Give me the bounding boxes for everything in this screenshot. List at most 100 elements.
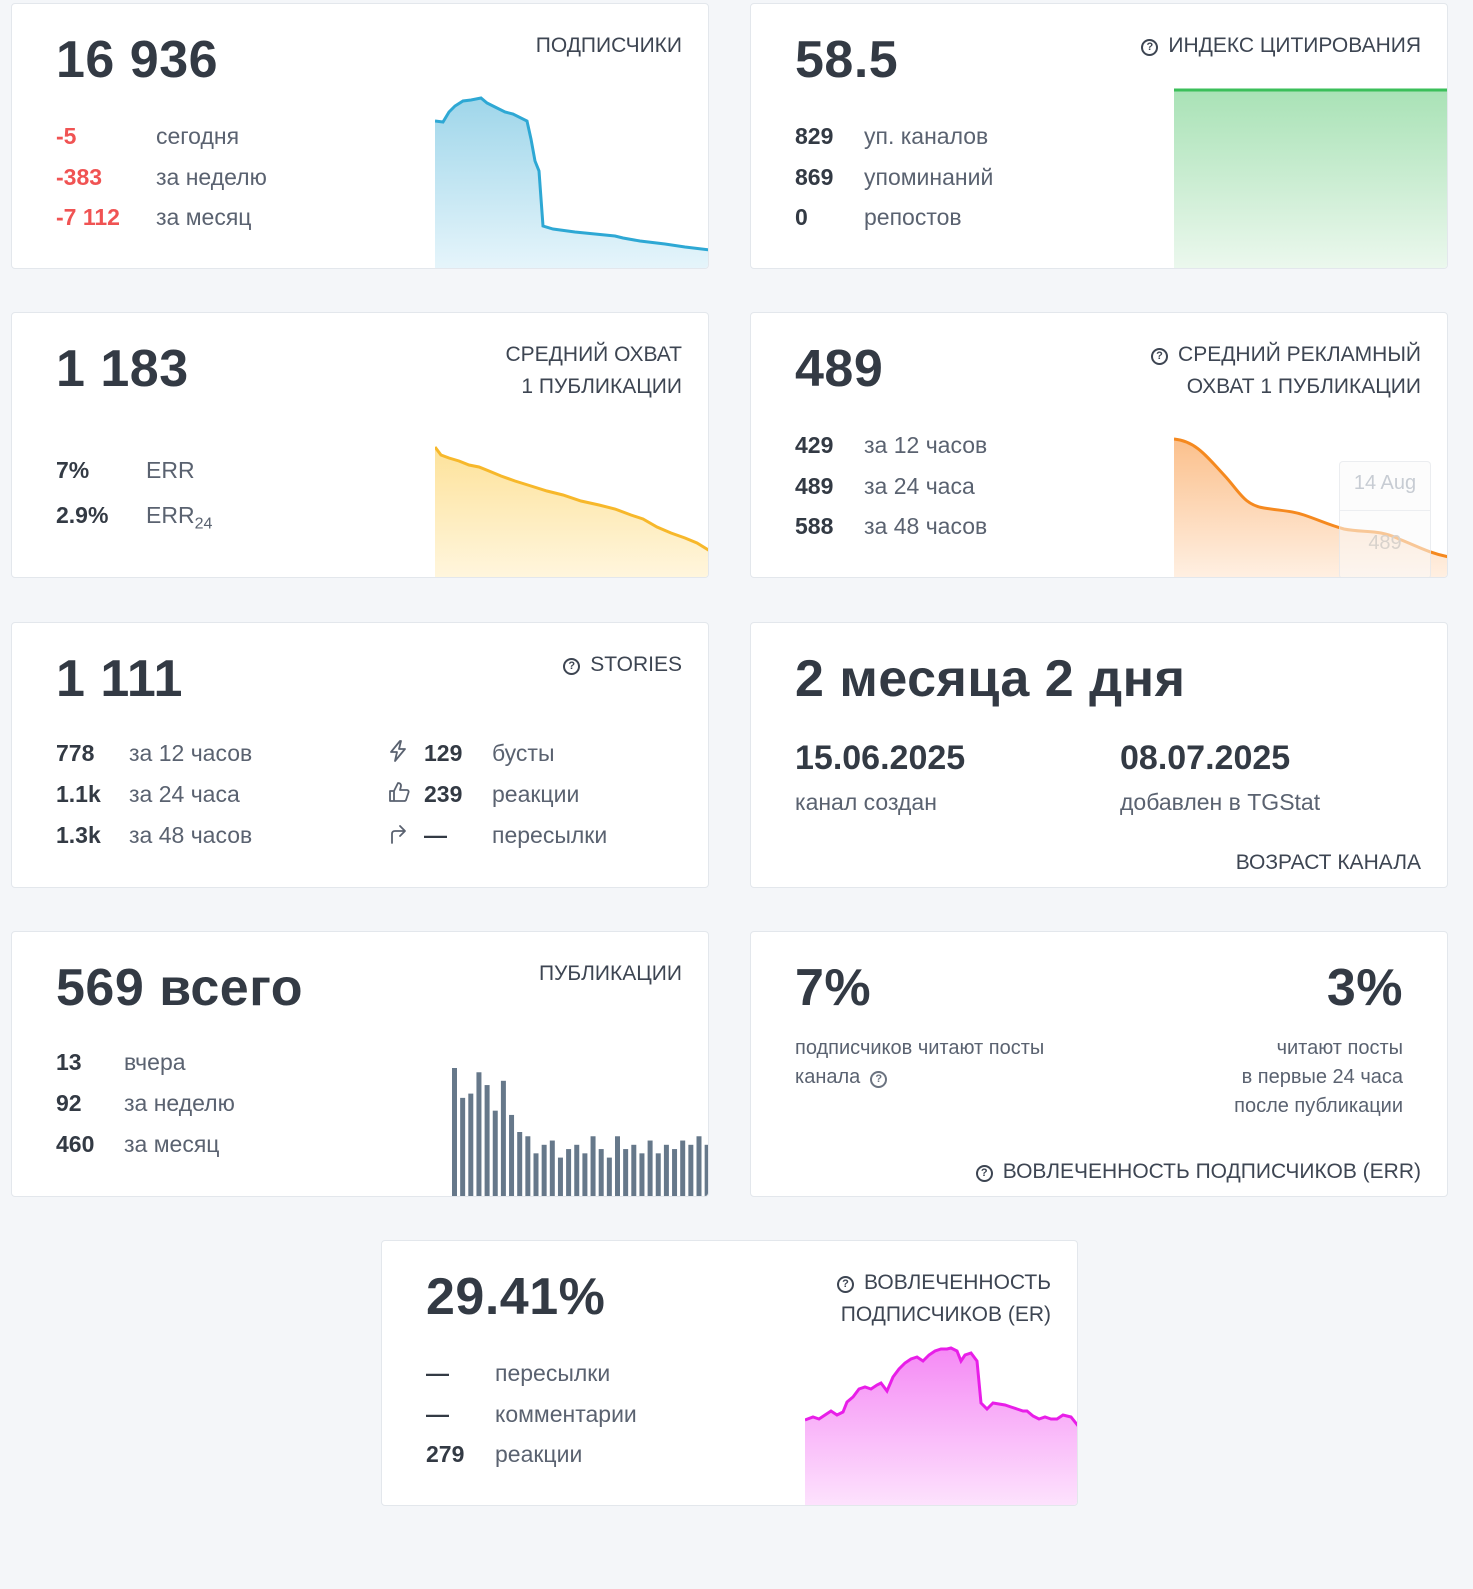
- avg-reach-sparkline[interactable]: [435, 443, 709, 578]
- publications-bar-chart[interactable]: [448, 1062, 709, 1197]
- publication-bar[interactable]: [639, 1153, 645, 1196]
- stat-row: 279 реакции: [426, 1441, 583, 1467]
- publication-bar[interactable]: [663, 1144, 669, 1196]
- publication-bar[interactable]: [631, 1144, 637, 1196]
- err-left-text: подписчиков читают посты канала?: [795, 1037, 1045, 1088]
- publication-bar[interactable]: [647, 1140, 653, 1196]
- publication-bar[interactable]: [549, 1140, 555, 1196]
- publication-bar[interactable]: [541, 1144, 547, 1196]
- created-label: канал создан: [795, 789, 937, 815]
- question-circle-icon[interactable]: ?: [1141, 39, 1159, 56]
- err-card[interactable]: 7% подписчиков читают посты канала? 3% ч…: [750, 931, 1448, 1197]
- thumbs-up-icon: [388, 775, 424, 816]
- publication-bar[interactable]: [566, 1149, 572, 1196]
- stat-row: 460 за месяц: [56, 1131, 220, 1157]
- publication-bar[interactable]: [468, 1093, 474, 1196]
- stat-row: -5 сегодня: [56, 123, 240, 149]
- stat-row: 1.3k за 48 часов: [56, 822, 253, 848]
- share-arrow-icon: [388, 816, 424, 857]
- publication-bar[interactable]: [525, 1136, 531, 1196]
- publications-title: ПУБЛИКАЦИИ: [538, 962, 682, 985]
- publication-bar[interactable]: [500, 1080, 506, 1196]
- publication-bar[interactable]: [517, 1132, 523, 1196]
- chart-tooltip: 14 Aug 489: [1339, 461, 1431, 577]
- question-circle-icon[interactable]: ?: [1151, 348, 1169, 365]
- stat-row: 129 бусты: [388, 733, 607, 774]
- err-title: ? ВОВЛЕЧЕННОСТЬ ПОДПИСЧИКОВ (ERR): [975, 1156, 1421, 1188]
- stat-row: 7% ERR: [56, 457, 195, 483]
- er-title: ? ВОВЛЕЧЕННОСТЬ ПОДПИСЧИКОВ (ER): [837, 1267, 1051, 1331]
- publication-bar[interactable]: [509, 1114, 515, 1196]
- stat-row: -7 112 за месяц: [56, 204, 252, 230]
- created-date: 15.06.2025: [795, 739, 966, 777]
- citation-card[interactable]: 58.5 ? ИНДЕКС ЦИТИРОВАНИЯ 829 уп. каналов …: [750, 3, 1448, 269]
- stat-row: -383 за неделю: [56, 163, 267, 190]
- stat-row: — пересылки: [388, 815, 607, 856]
- err-right-value: 3%: [1326, 959, 1403, 1017]
- stories-value: 1 111: [56, 650, 183, 708]
- publication-bar[interactable]: [615, 1136, 620, 1196]
- publication-bar[interactable]: [680, 1140, 686, 1196]
- question-circle-icon[interactable]: ?: [975, 1165, 993, 1182]
- stat-row: 778 за 12 часов: [56, 740, 253, 766]
- publication-bar[interactable]: [460, 1097, 466, 1196]
- publication-bar[interactable]: [557, 1157, 563, 1196]
- question-circle-icon[interactable]: ?: [837, 1276, 855, 1293]
- stat-row: 239 реакции: [388, 774, 607, 815]
- subscribers-title: ПОДПИСЧИКИ: [535, 34, 682, 57]
- stat-row: — комментарии: [426, 1400, 637, 1427]
- bolt-icon: [388, 734, 424, 775]
- citation-value: 58.5: [795, 31, 899, 89]
- stat-row: 429 за 12 часов: [795, 432, 988, 458]
- stat-row: 489 за 24 часа: [795, 472, 975, 499]
- publication-bar[interactable]: [672, 1149, 678, 1196]
- publication-bar[interactable]: [696, 1136, 702, 1196]
- stat-row: 588 за 48 часов: [795, 513, 988, 539]
- added-date: 08.07.2025: [1120, 739, 1291, 777]
- stories-card[interactable]: 1 111 ? STORIES 778 за 12 часов 1.1k за 24 …: [11, 622, 709, 888]
- publication-bar[interactable]: [452, 1068, 457, 1196]
- subscribers-sparkline[interactable]: [435, 84, 709, 269]
- stat-row: 92 за неделю: [56, 1090, 235, 1116]
- ad-reach-card[interactable]: 489 ? СРЕДНИЙ РЕКЛАМНЫЙ ОХВАТ 1 ПУБЛИКАЦИИ…: [750, 312, 1448, 578]
- question-circle-icon[interactable]: ?: [870, 1071, 888, 1088]
- channel-age-card[interactable]: 2 месяца 2 дня 15.06.2025 канал создан 0…: [750, 622, 1448, 888]
- publication-bar[interactable]: [582, 1153, 588, 1196]
- publication-bar[interactable]: [655, 1153, 661, 1196]
- publication-bar[interactable]: [492, 1110, 498, 1196]
- ad-reach-title: ? СРЕДНИЙ РЕКЛАМНЫЙ ОХВАТ 1 ПУБЛИКАЦИИ: [1151, 339, 1421, 403]
- added-label: добавлен в TGStat: [1120, 789, 1321, 815]
- publication-bar[interactable]: [704, 1144, 709, 1196]
- publications-card[interactable]: 569 всего ПУБЛИКАЦИИ 13 вчера 92 за неделю…: [11, 931, 709, 1197]
- stories-title: ? STORIES: [563, 649, 682, 681]
- publication-bar[interactable]: [574, 1144, 580, 1196]
- subscribers-card[interactable]: 16 936 ПОДПИСЧИКИ -5 сегодня -383 за недел…: [11, 3, 709, 269]
- publication-bar[interactable]: [623, 1149, 629, 1196]
- stat-row: 869 упоминаний: [795, 163, 994, 190]
- er-card[interactable]: 29.41% ? ВОВЛЕЧЕННОСТЬ ПОДПИСЧИКОВ (ER) — п…: [381, 1240, 1078, 1506]
- publication-bar[interactable]: [476, 1072, 482, 1196]
- citation-sparkline[interactable]: [1174, 84, 1448, 269]
- er-sparkline[interactable]: [805, 1339, 1078, 1506]
- avg-reach-card[interactable]: 1 183 СРЕДНИЙ ОХВАТ 1 ПУБЛИКАЦИИ 7% ERR 2.…: [11, 312, 709, 578]
- stat-row: 0 репостов: [795, 204, 962, 230]
- er-value: 29.41%: [426, 1268, 606, 1326]
- avg-reach-title: СРЕДНИЙ ОХВАТ 1 ПУБЛИКАЦИИ: [505, 343, 683, 398]
- publication-bar[interactable]: [598, 1149, 604, 1196]
- channel-age-title: ВОЗРАСТ КАНАЛА: [1235, 851, 1421, 874]
- publication-bar[interactable]: [688, 1144, 694, 1196]
- question-circle-icon[interactable]: ?: [563, 658, 581, 675]
- publication-bar[interactable]: [533, 1153, 539, 1196]
- publications-value: 569 всего: [56, 959, 303, 1017]
- publication-bar[interactable]: [590, 1136, 596, 1196]
- stat-row: 2.9% ERR24: [56, 502, 213, 533]
- stat-row: 1.1k за 24 часа: [56, 781, 240, 807]
- citation-title: ? ИНДЕКС ЦИТИРОВАНИЯ: [1141, 30, 1421, 62]
- stat-row: 13 вчера: [56, 1049, 186, 1075]
- subscribers-value: 16 936: [56, 31, 219, 89]
- err-right-text: читают посты в первые 24 часа после публ…: [1234, 1037, 1403, 1117]
- publication-bar[interactable]: [484, 1085, 490, 1196]
- channel-age-value: 2 месяца 2 дня: [795, 650, 1186, 708]
- publication-bar[interactable]: [606, 1157, 612, 1196]
- avg-reach-value: 1 183: [56, 340, 189, 398]
